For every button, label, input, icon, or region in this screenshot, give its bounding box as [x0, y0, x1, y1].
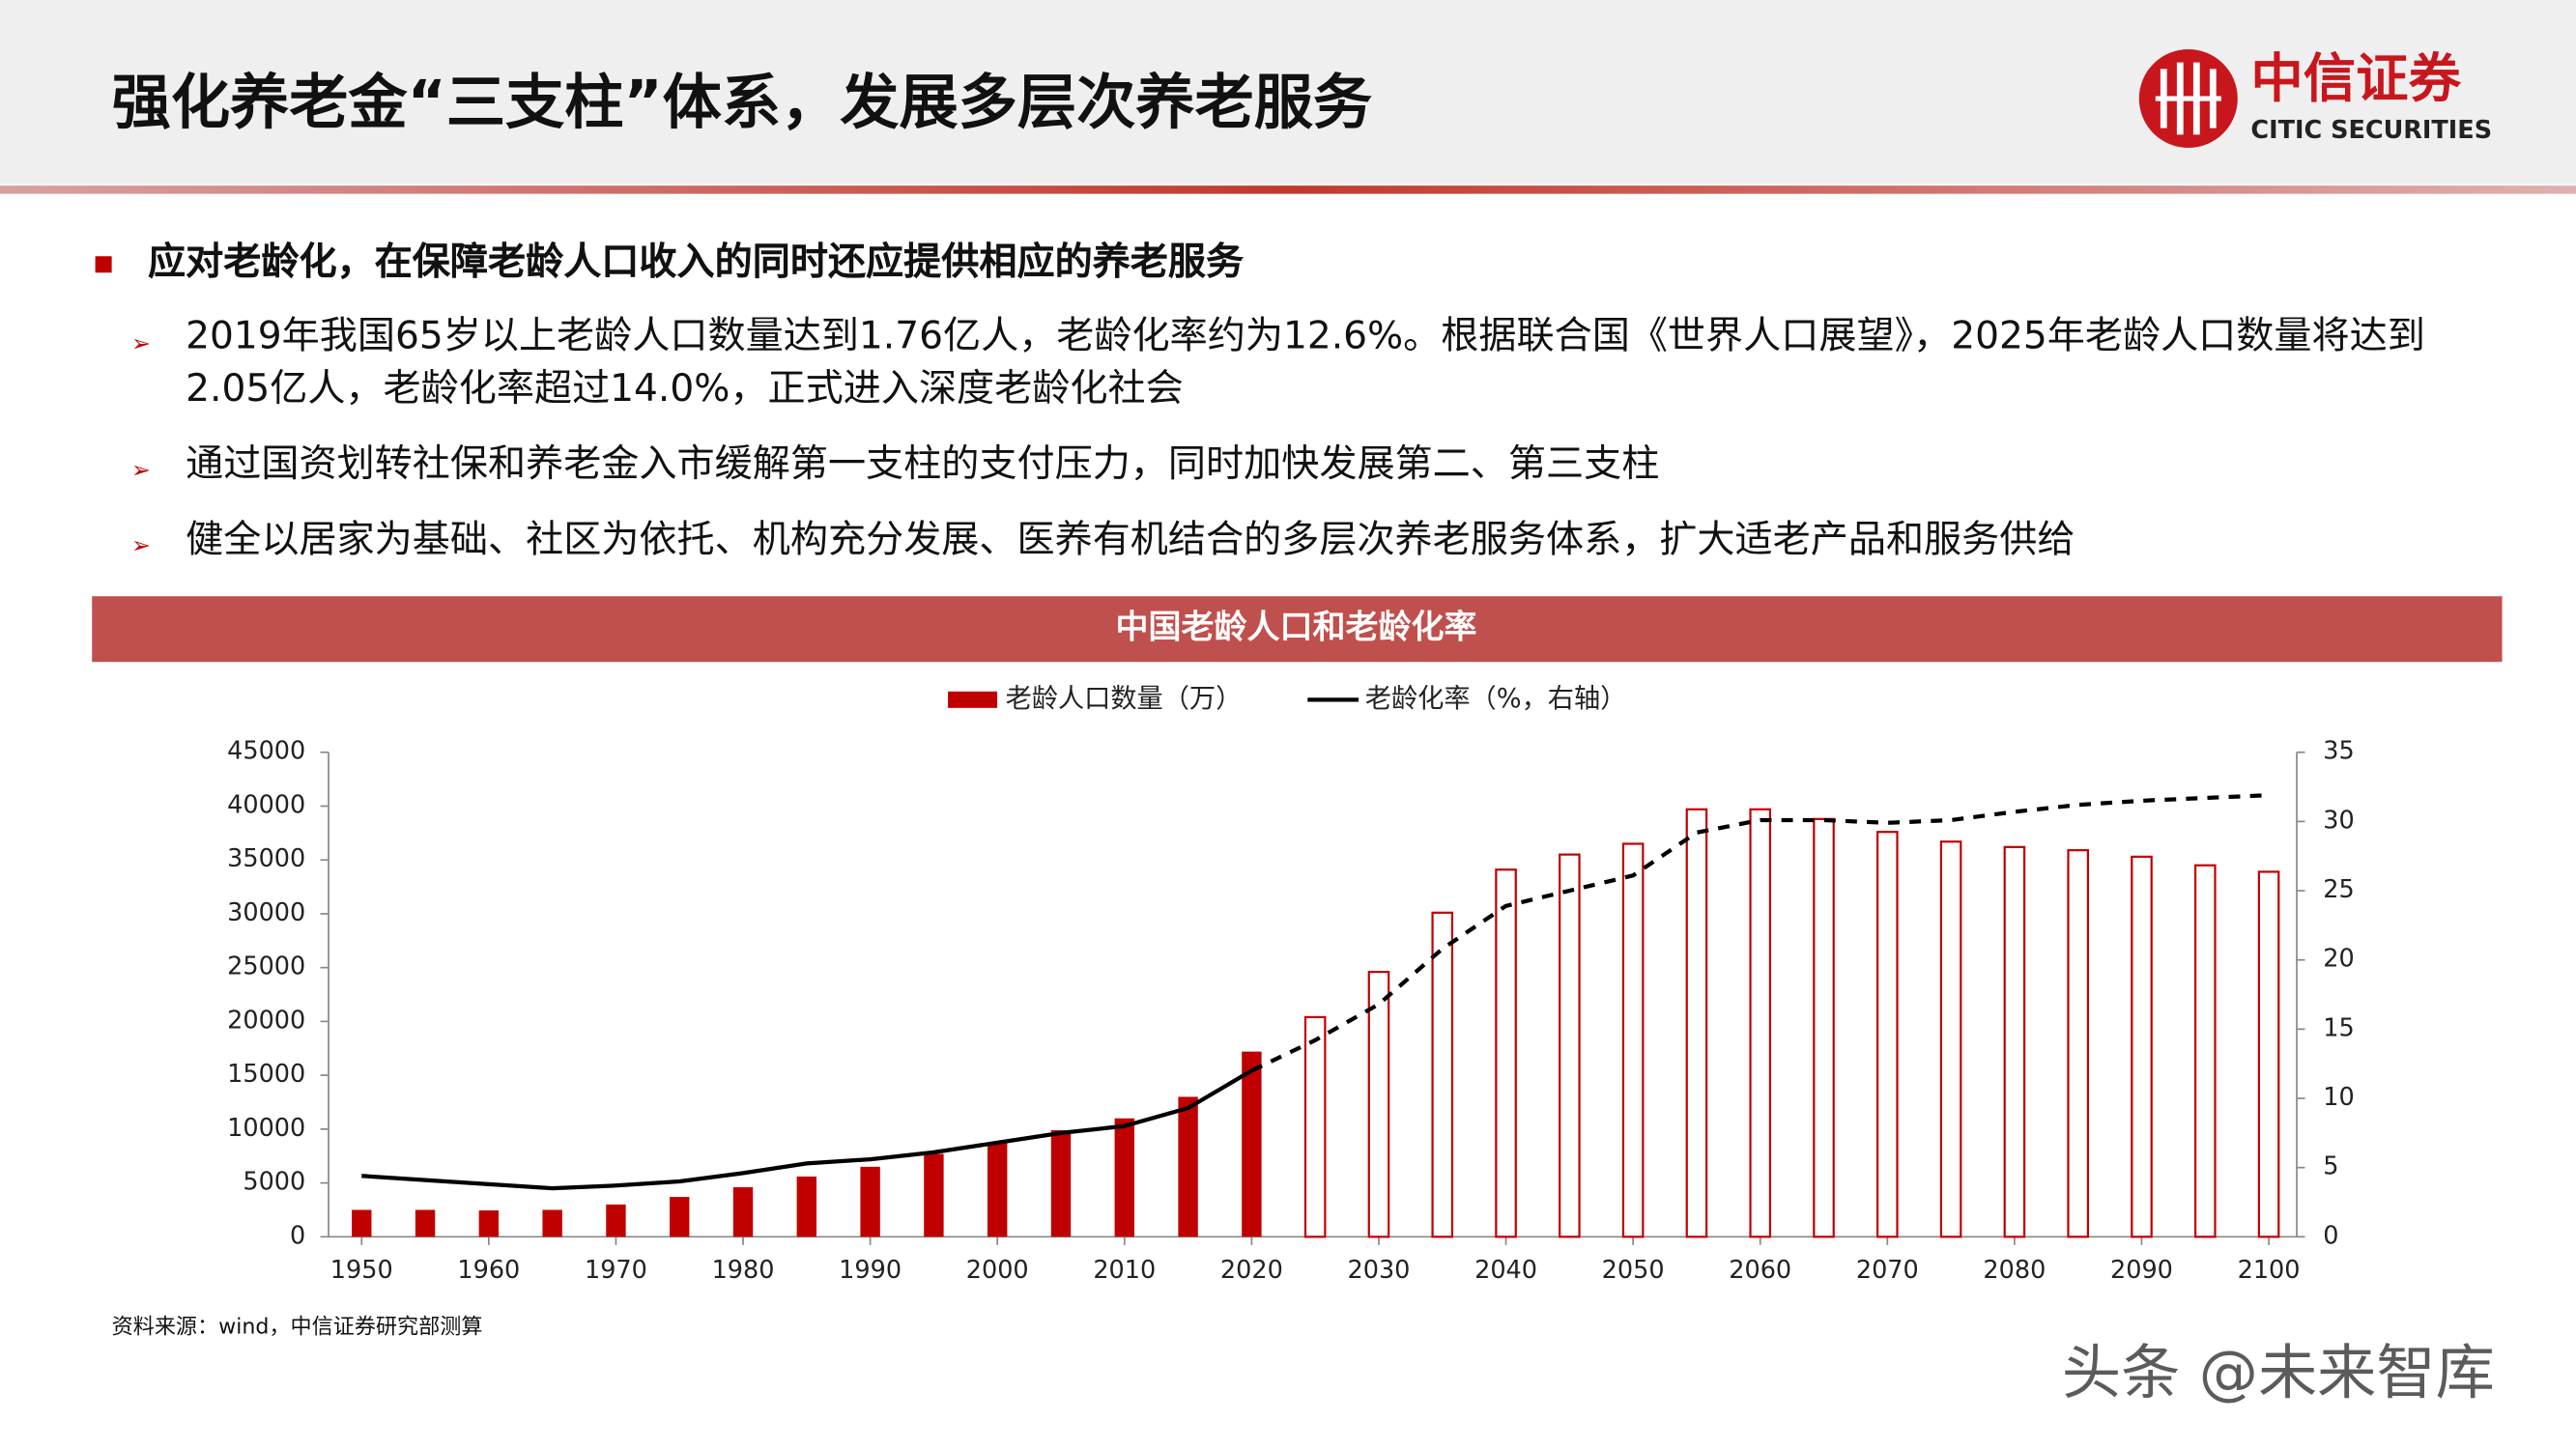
y-tick-label: 15000 — [227, 1060, 305, 1089]
chart-title: 中国老龄人口和老龄化率 — [1116, 609, 1477, 647]
x-tick-label: 2020 — [1220, 1256, 1283, 1285]
x-tick-label: 2050 — [1602, 1256, 1665, 1285]
bar — [415, 1209, 436, 1237]
y-tick-label: 5000 — [243, 1168, 305, 1197]
bar — [987, 1142, 1008, 1237]
bar — [1621, 842, 1645, 1238]
bar — [796, 1176, 817, 1237]
sub-bullet: ➢ — [131, 330, 151, 357]
bar — [2193, 864, 2217, 1238]
bar — [606, 1204, 626, 1237]
x-tick-label: 1980 — [712, 1256, 775, 1285]
sub-bullet-text: 2019年我国65岁以上老龄人口数量达到1.76亿人，老龄化率约为12.6%。根… — [186, 315, 2425, 412]
bar — [860, 1166, 880, 1237]
y-tick-label: 0 — [290, 1221, 305, 1250]
line — [361, 1068, 1253, 1191]
y2-tick-label: 20 — [2323, 945, 2354, 974]
legend-label: 老龄化率（%，右轴） — [1365, 684, 1627, 714]
y-tick-label: 20000 — [227, 1006, 305, 1035]
bar — [1749, 808, 1772, 1238]
y2-tick-label: 15 — [2323, 1013, 2354, 1042]
y2-tick-label: 0 — [2323, 1221, 2338, 1250]
x-tick-label: 2060 — [1729, 1256, 1791, 1285]
bar — [1431, 911, 1454, 1238]
x-tick-label: 1990 — [839, 1256, 902, 1285]
logo-en: CITIC SECURITIES — [2250, 116, 2492, 145]
x-tick-label: 2030 — [1348, 1256, 1411, 1285]
bar — [2131, 855, 2153, 1238]
x-tick-label: 2100 — [2238, 1256, 2301, 1285]
bar — [1242, 1051, 1262, 1237]
bar — [2067, 849, 2089, 1238]
y2-tick-label: 35 — [2323, 737, 2354, 766]
main-bullet: 应对老龄化，在保障老龄人口收入的同时还应提供相应的养老服务 — [148, 241, 1245, 285]
page-title: 强化养老金“三支柱”体系，发展多层次养老服务 — [112, 69, 1373, 137]
bar — [478, 1210, 500, 1237]
bar — [1050, 1129, 1072, 1237]
bar — [670, 1197, 690, 1237]
legend-swatch — [948, 691, 998, 708]
bar — [1559, 853, 1581, 1238]
sub-bullet-text: 通过国资划转社保和养老金入市缓解第一支柱的支付压力，同时加快发展第二、第三支柱 — [186, 443, 1660, 487]
y-tick-label: 30000 — [227, 898, 305, 927]
watermark: 头条 @未来智库 — [2061, 1340, 2495, 1408]
bar — [2257, 870, 2280, 1238]
y-tick-label: 35000 — [227, 844, 305, 873]
y2-tick-label: 25 — [2323, 875, 2354, 904]
bar — [1939, 840, 1962, 1238]
logo-cn: 中信证券 — [2250, 48, 2461, 109]
x-tick-label: 1970 — [585, 1256, 647, 1285]
bar — [1876, 831, 1899, 1238]
sub-bullet: ➢ — [131, 456, 151, 483]
header-rule — [0, 185, 2576, 194]
x-tick-label: 2040 — [1474, 1256, 1537, 1285]
bar — [1813, 817, 1835, 1238]
y-tick-label: 10000 — [227, 1114, 305, 1143]
bar — [732, 1187, 754, 1237]
x-tick-label: 2080 — [1983, 1256, 2046, 1285]
bullet-square — [95, 256, 112, 273]
bar — [1114, 1118, 1134, 1237]
x-tick-label: 2010 — [1093, 1256, 1156, 1285]
y2-tick-label: 10 — [2323, 1083, 2354, 1112]
x-tick-label: 1950 — [330, 1256, 393, 1285]
sub-bullet: ➢ — [131, 532, 151, 559]
y-tick-label: 25000 — [227, 952, 305, 981]
bar — [1178, 1096, 1198, 1237]
legend-label: 老龄人口数量（万） — [1006, 684, 1243, 714]
x-tick-label: 2070 — [1856, 1256, 1919, 1285]
bar — [352, 1209, 372, 1237]
bar — [1495, 868, 1517, 1238]
y-tick-label: 40000 — [227, 790, 305, 819]
y2-tick-label: 5 — [2323, 1152, 2338, 1181]
chart: 中国老龄人口和老龄化率05000100001500020000250003000… — [227, 609, 2355, 1285]
bar — [542, 1209, 562, 1237]
x-tick-label: 1960 — [457, 1256, 520, 1285]
bar — [924, 1153, 944, 1237]
x-tick-label: 2090 — [2110, 1256, 2173, 1285]
source-note: 资料来源：wind，中信证券研究部测算 — [111, 1315, 483, 1341]
bar — [1685, 808, 1708, 1238]
y2-tick-label: 30 — [2323, 806, 2354, 835]
sub-bullet-text: 健全以居家为基础、社区为依托、机构充分发展、医养有机结合的多层次养老服务体系，扩… — [186, 519, 2075, 562]
bar — [1367, 971, 1390, 1238]
logo — [2138, 49, 2238, 149]
bar — [2003, 845, 2026, 1238]
x-tick-label: 2000 — [966, 1256, 1029, 1285]
y-tick-label: 45000 — [227, 737, 305, 766]
line — [1250, 793, 2270, 1073]
bar — [1303, 1015, 1327, 1238]
chart-title-band — [92, 596, 2503, 663]
